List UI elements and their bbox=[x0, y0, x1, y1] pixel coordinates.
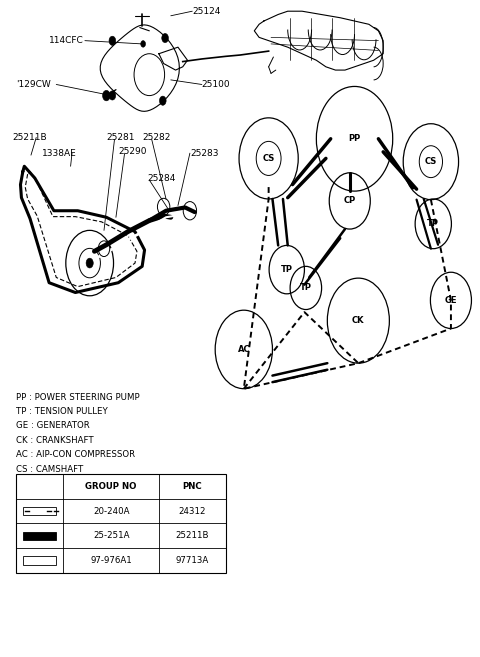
Circle shape bbox=[86, 258, 93, 268]
Text: 20-240A: 20-240A bbox=[93, 507, 130, 516]
Text: GROUP NO: GROUP NO bbox=[85, 482, 137, 491]
Text: 25100: 25100 bbox=[202, 80, 230, 89]
Text: PNC: PNC bbox=[182, 482, 202, 491]
Text: CK: CK bbox=[352, 316, 365, 325]
Text: CS: CS bbox=[425, 157, 437, 166]
Text: AC : AIP-CON COMPRESSOR: AC : AIP-CON COMPRESSOR bbox=[16, 450, 135, 459]
Text: PP : POWER STEERING PUMP: PP : POWER STEERING PUMP bbox=[16, 393, 139, 401]
Text: 97-976A1: 97-976A1 bbox=[90, 556, 132, 565]
Text: 25211B: 25211B bbox=[12, 133, 47, 142]
Text: AC: AC bbox=[238, 345, 250, 354]
Text: TP : TENSION PULLEY: TP : TENSION PULLEY bbox=[16, 407, 108, 416]
Circle shape bbox=[141, 41, 145, 47]
Text: PP: PP bbox=[348, 134, 360, 143]
Text: 24312: 24312 bbox=[179, 507, 206, 516]
Text: GE : GENERATOR: GE : GENERATOR bbox=[16, 422, 89, 430]
Text: CS : CAMSHAFT: CS : CAMSHAFT bbox=[16, 464, 83, 474]
Text: CP: CP bbox=[344, 196, 356, 206]
Text: TP: TP bbox=[427, 219, 439, 229]
Text: TP: TP bbox=[300, 283, 312, 292]
Circle shape bbox=[159, 96, 166, 105]
Text: 25124: 25124 bbox=[192, 7, 221, 16]
Text: GE: GE bbox=[444, 296, 457, 305]
Text: 114CFC: 114CFC bbox=[49, 36, 84, 45]
Circle shape bbox=[103, 91, 110, 101]
Circle shape bbox=[109, 36, 116, 45]
Circle shape bbox=[109, 91, 116, 100]
Text: 25290: 25290 bbox=[118, 147, 147, 156]
Text: 25-251A: 25-251A bbox=[93, 532, 130, 541]
Text: 25281: 25281 bbox=[107, 133, 135, 142]
Text: 97713A: 97713A bbox=[176, 556, 209, 565]
Text: TP: TP bbox=[281, 265, 293, 274]
Bar bbox=[16, 474, 226, 573]
Circle shape bbox=[162, 34, 168, 43]
Text: CS: CS bbox=[263, 154, 275, 163]
Bar bbox=[23, 532, 56, 540]
Bar bbox=[23, 556, 56, 565]
Text: 25284: 25284 bbox=[147, 173, 175, 183]
Text: CP : COOLANT PUMP: CP : COOLANT PUMP bbox=[16, 479, 104, 488]
Text: CK : CRANKSHAFT: CK : CRANKSHAFT bbox=[16, 436, 93, 445]
Bar bbox=[23, 507, 56, 515]
Text: 25211B: 25211B bbox=[176, 532, 209, 541]
Text: 25282: 25282 bbox=[142, 133, 170, 142]
Text: '129CW: '129CW bbox=[16, 80, 50, 89]
Text: 1338AE: 1338AE bbox=[42, 148, 77, 158]
Text: 25283: 25283 bbox=[190, 148, 218, 158]
